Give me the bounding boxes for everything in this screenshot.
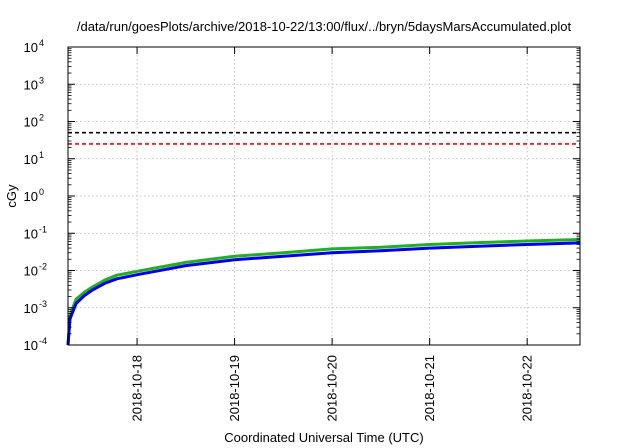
y-tick-label: 10-3 [24, 299, 47, 316]
reference-lines [68, 131, 580, 145]
grid [68, 47, 580, 345]
chart-title: /data/run/goesPlots/archive/2018-10-22/1… [77, 19, 572, 34]
y-tick-label: 103 [24, 75, 44, 92]
y-tick-label: 10-2 [24, 262, 47, 279]
y-axis: 10-4 10-3 10-2 10-1 100 101 102 103 104 [24, 38, 580, 353]
x-axis: 2018-10-18 2018-10-19 2018-10-20 2018-10-21… [130, 47, 535, 422]
x-tick-label: 2018-10-20 [325, 355, 340, 422]
x-tick-label: 2018-10-18 [130, 355, 145, 422]
y-tick-label: 104 [24, 38, 44, 55]
y-tick-label: 102 [24, 113, 44, 130]
x-tick-label: 2018-10-22 [520, 355, 535, 422]
series-line-1 [66, 241, 581, 346]
y-tick-label: 101 [24, 150, 44, 167]
y-tick-label: 10-4 [24, 336, 47, 353]
series-line-0 [66, 238, 581, 346]
y-tick-label: 10-1 [24, 224, 47, 241]
series-group [66, 238, 581, 346]
x-tick-label: 2018-10-19 [227, 355, 242, 422]
x-axis-label: Coordinated Universal Time (UTC) [224, 430, 423, 445]
y-axis-label: cGy [4, 184, 19, 208]
y-tick-label: 100 [24, 187, 44, 204]
x-tick-label: 2018-10-21 [422, 355, 437, 422]
